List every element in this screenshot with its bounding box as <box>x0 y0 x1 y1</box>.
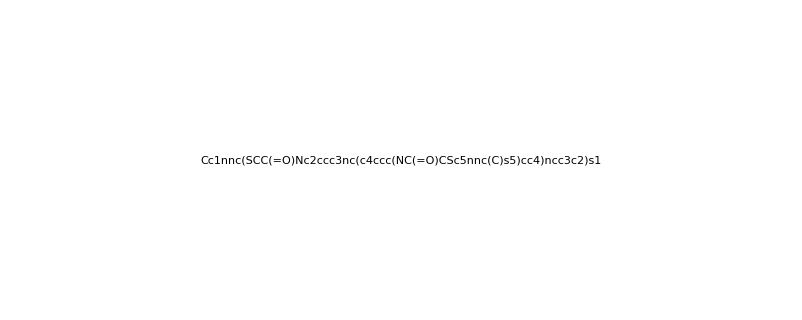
Text: Cc1nnc(SCC(=O)Nc2ccc3nc(c4ccc(NC(=O)CSc5nnc(C)s5)cc4)ncc3c2)s1: Cc1nnc(SCC(=O)Nc2ccc3nc(c4ccc(NC(=O)CSc5… <box>200 155 602 165</box>
